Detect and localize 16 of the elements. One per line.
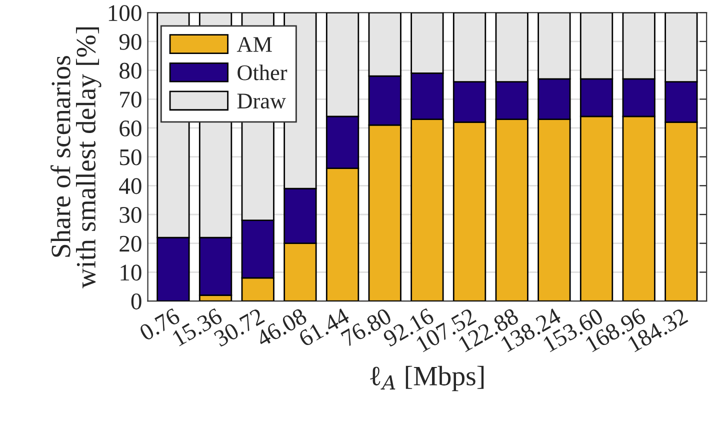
y-tick-label: 70: [120, 92, 142, 108]
y-tick-label: 60: [120, 120, 142, 136]
y-tick-label: 30: [120, 206, 142, 223]
y-tick-label: 40: [119, 178, 142, 194]
y-axis-title: Share of scenarios with smallest delay [%]: [50, 27, 102, 288]
y-tick-label: 20: [120, 236, 142, 252]
legend-label: AM: [236, 37, 272, 52]
y-tick-label: 100: [108, 5, 142, 22]
y-tick-label: 0: [131, 294, 142, 310]
y-tick-label: 10: [120, 264, 142, 281]
y-tick-label: 90: [119, 34, 142, 50]
legend-label: Other: [238, 64, 288, 80]
legend-label: Draw: [237, 94, 286, 109]
x-axis-title: ℓ$_{A}$ [Mbps]: [370, 366, 484, 392]
y-tick-label: 80: [120, 62, 142, 79]
y-tick-label: 50: [120, 149, 142, 166]
